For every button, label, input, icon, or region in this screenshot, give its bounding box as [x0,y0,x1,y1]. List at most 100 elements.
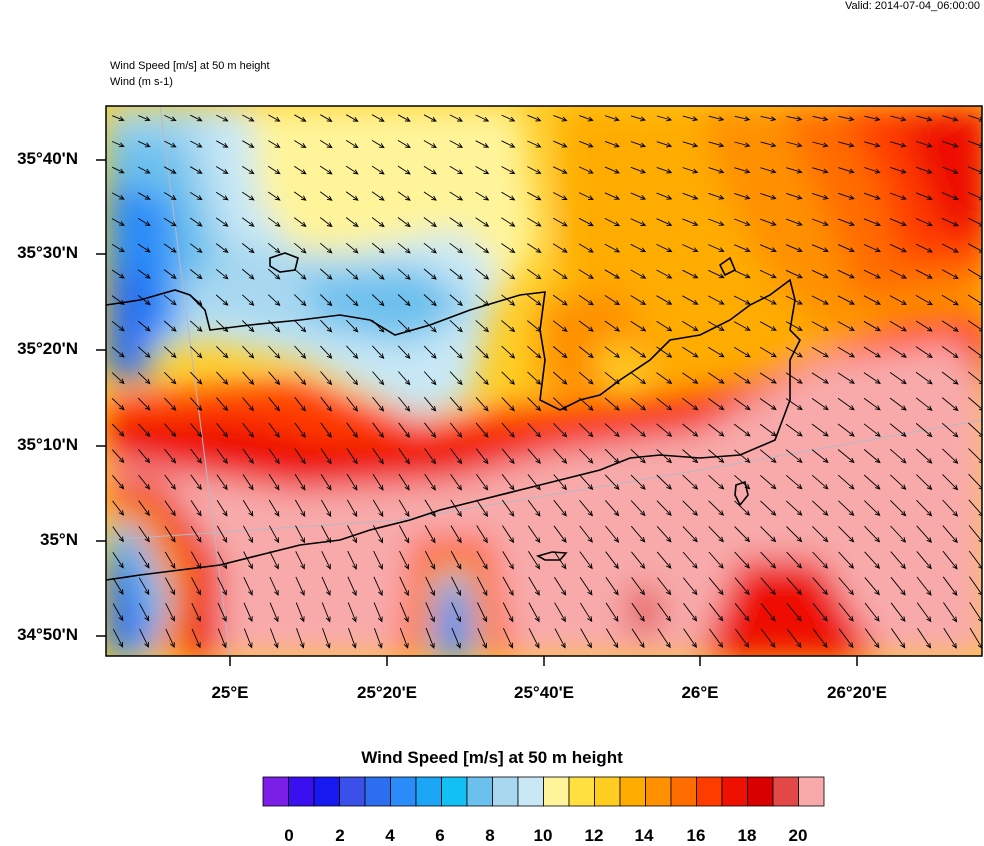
wind-arrow [630,474,646,490]
wind-arrow [501,448,515,465]
colorbar-swatch [747,776,774,807]
wind-arrow [449,345,463,359]
colorbar-tick-label: 8 [485,826,495,845]
wind-arrow [449,319,463,333]
wind-arrow [242,397,255,412]
wind-arrow [319,294,333,307]
wind-arrow [502,602,514,623]
wind-arrow [346,499,358,518]
wind-arrow [475,191,490,201]
wind-arrow [319,217,333,228]
wind-arrow [709,628,724,648]
wind-arrow [320,396,332,412]
wind-arrow [760,141,777,148]
wind-arrow [137,372,151,385]
wind-arrow [733,398,751,411]
wind-arrow [682,449,699,464]
wind-arrow [812,577,828,596]
wind-arrow [138,526,150,543]
wind-arrow [630,525,646,543]
wind-arrow [578,192,594,200]
wind-arrow [475,243,490,254]
wind-arrow [294,114,307,122]
wind-arrow [424,550,436,570]
wind-arrow [889,346,907,358]
wind-arrow [215,191,229,201]
wind-arrow [915,397,933,411]
colorbar-title: Wind Speed [m/s] at 50 m height [361,748,623,767]
wind-arrow [189,320,203,332]
wind-arrow [553,525,567,544]
wind-arrow [319,268,333,280]
wind-arrow [139,603,150,622]
wind-arrow [968,550,982,570]
wind-arrow [552,269,568,280]
wind-arrow [449,294,463,307]
wind-arrow [268,499,280,517]
wind-arrow [657,602,672,622]
wind-arrow [916,499,933,517]
wind-arrow [216,397,229,412]
wind-arrow [501,294,516,306]
wind-arrow [501,217,516,227]
wind-arrow [682,244,699,253]
wind-arrow [708,500,725,516]
wind-arrow [112,577,124,595]
wind-arrow [347,576,357,597]
wind-arrow [138,115,151,122]
wind-arrow [578,320,594,332]
wind-arrow [838,602,854,622]
wind-arrow [111,218,125,226]
wind-arrow [656,166,673,174]
wind-arrow [915,346,933,358]
wind-arrow [811,398,829,411]
wind-arrow [942,115,959,122]
wind-arrow [553,114,568,122]
wind-arrow [707,321,725,332]
wind-arrow [347,525,357,544]
wind-arrow [604,115,620,122]
colorbar-swatch [288,776,315,807]
wind-arrow [190,423,203,438]
wind-arrow [812,526,829,543]
wind-arrow [942,525,958,544]
wind-arrow [733,372,751,384]
wind-arrow [915,218,933,227]
wind-arrow [450,473,462,491]
wind-arrow [527,294,542,306]
wind-arrow [501,345,516,359]
wind-arrow [552,397,568,412]
wind-arrow [604,423,620,438]
wind-arrow [604,269,621,279]
wind-arrow [527,371,542,385]
wind-arrow [476,499,489,517]
wind-arrow [863,397,881,411]
wind-arrow [242,114,255,122]
wind-arrow [942,448,959,464]
wind-arrow [397,165,411,175]
wind-arrow [347,602,357,623]
wind-arrow [915,448,933,464]
colorbar-swatch [645,776,672,807]
wind-arrow [268,140,281,148]
wind-arrow [553,474,567,491]
wind-arrow [502,576,514,597]
wind-arrow [527,320,542,333]
wind-arrow [191,577,201,596]
wind-arrow [450,499,462,518]
wind-arrow [268,371,281,386]
wind-arrow [578,217,594,227]
wind-arrow [267,165,281,175]
wind-arrow [734,141,751,148]
wind-arrow [111,320,125,332]
wind-arrow [630,166,647,174]
wind-arrow [785,321,803,331]
wind-arrow [294,448,306,465]
wind-arrow [656,551,672,569]
plot-header-vector: Wind (m s-1) [110,76,173,88]
wind-arrow [215,320,229,333]
wind-arrow [708,398,725,411]
wind-arrow [138,474,151,490]
wind-arrow [242,499,254,517]
wind-arrow [631,551,646,569]
